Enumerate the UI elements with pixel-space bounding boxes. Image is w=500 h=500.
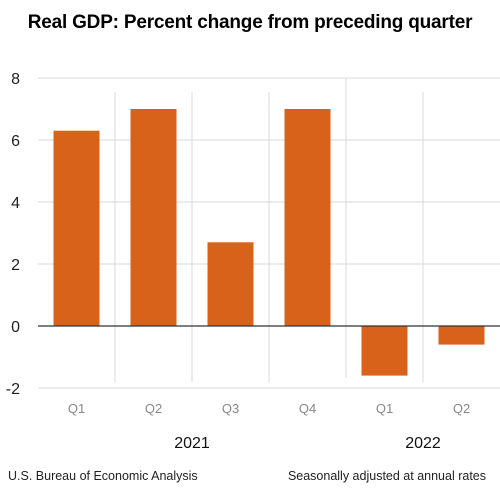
y-tick-label: -2 xyxy=(6,381,20,398)
bars xyxy=(53,109,485,376)
y-tick-label: 0 xyxy=(11,319,20,336)
x-tick-label: Q1 xyxy=(376,401,393,416)
bar-q3-2 xyxy=(207,242,254,326)
chart-title: Real GDP: Percent change from preceding … xyxy=(27,12,473,33)
footer-note: Seasonally adjusted at annual rates xyxy=(287,469,486,483)
footer-source: U.S. Bureau of Economic Analysis xyxy=(8,469,198,483)
bar-q4-3 xyxy=(284,109,331,326)
y-tick-label: 2 xyxy=(11,257,20,274)
x-tick-label: Q2 xyxy=(453,401,470,416)
labels: -2 0 2 4 6 8 Q1 Q2 Q3 Q4 Q1 Q2 2021 2022 xyxy=(6,71,470,452)
y-tick-label: 4 xyxy=(11,195,20,212)
gridlines xyxy=(38,77,500,389)
bar-q1-4 xyxy=(361,326,408,376)
x-tick-label: Q1 xyxy=(68,401,85,416)
group-label: 2022 xyxy=(405,435,441,452)
bar-q2-1 xyxy=(130,109,177,326)
group-label: 2021 xyxy=(174,435,210,452)
x-tick-label: Q2 xyxy=(145,401,162,416)
y-tick-label: 8 xyxy=(11,71,20,88)
bar-q1-0 xyxy=(53,130,100,326)
x-tick-label: Q3 xyxy=(222,401,239,416)
y-tick-label: 6 xyxy=(11,133,20,150)
x-tick-label: Q4 xyxy=(299,401,316,416)
bar-q2-5 xyxy=(438,326,485,345)
